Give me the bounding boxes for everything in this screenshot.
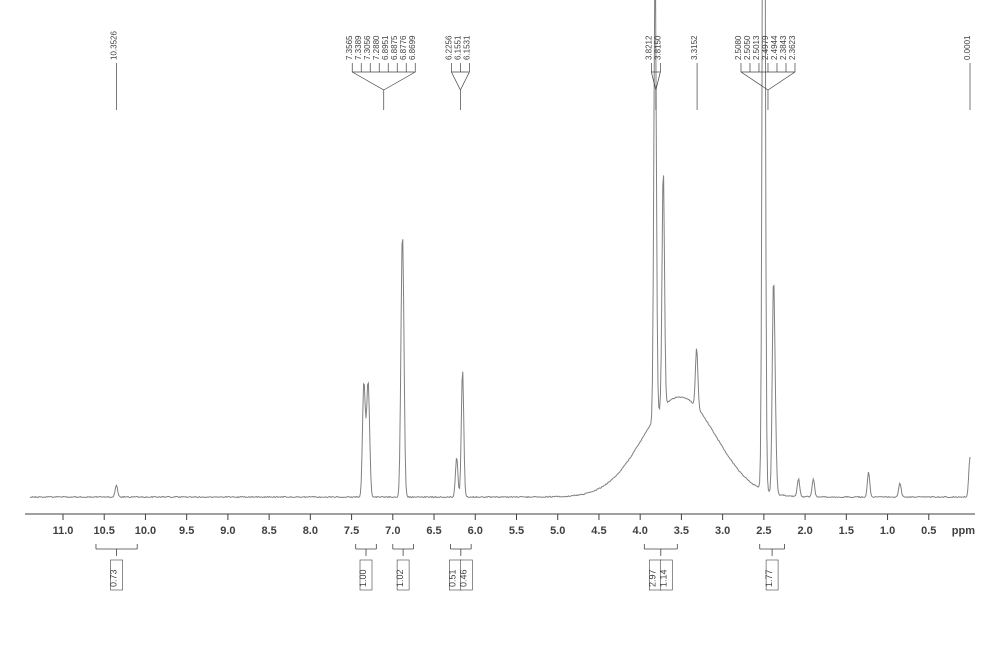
peak-label: 3.8150 [653,35,662,60]
peak-label: 0.0001 [963,35,972,60]
peak-label: 2.5013 [752,35,761,60]
peak-label: 6.1531 [462,35,471,60]
peak-label: 6.8699 [408,35,417,60]
spectrum-svg: 11.0 10.5 10.0 9.5 9.0 8.5 8.0 7.5 7.0 6.5 6.0 5.5 5… [0,0,1000,645]
axis-tick-label: 3.0 [715,525,730,537]
axis-tick-label: 8.0 [303,525,318,537]
axis-tick-label: 1.0 [880,525,895,537]
peak-label: 6.2256 [444,35,453,60]
peak-label: 6.1551 [453,35,462,60]
axis-tick-label: 9.5 [179,525,194,537]
peak-label: 7.2880 [372,35,381,60]
axis-tick-label: 6.0 [468,525,483,537]
peak-label: 7.3056 [363,35,372,60]
axis-tick-label: 10.5 [93,525,114,537]
peak-label: 2.3843 [779,35,788,60]
peak-label: 6.8776 [399,35,408,60]
spectrum-trace [30,0,970,498]
axis-tick-label: 6.5 [426,525,441,537]
axis-tick-label: 2.0 [797,525,812,537]
axis-tick-label: 3.5 [674,525,689,537]
axis-tick-label: 5.5 [509,525,524,537]
axis-tick-label: 4.0 [633,525,648,537]
axis-tick-label: 7.5 [344,525,359,537]
axis-tick-label: 7.0 [385,525,400,537]
axis-tick-label: 8.5 [261,525,276,537]
integral-label: 1.02 [395,569,405,587]
integral-label: 2.97 [647,569,657,587]
axis-tick-label: 2.5 [756,525,771,537]
axis-tick-label: 0.5 [921,525,936,537]
peak-label: 7.3565 [345,35,354,60]
nmr-spectrum-chart: 11.0 10.5 10.0 9.5 9.0 8.5 8.0 7.5 7.0 6.5 6.0 5.5 5… [0,0,1000,645]
integral-label: 0.73 [109,569,119,587]
peak-label: 2.3623 [788,35,797,60]
axis-tick-label: 9.0 [220,525,235,537]
peak-label: 2.4944 [770,35,779,60]
axis-tick-label: 10.0 [135,525,156,537]
peak-label: 6.8875 [390,35,399,60]
peak-label: 3.3152 [690,35,699,60]
axis-tick-label: 5.0 [550,525,565,537]
integral-label: 1.77 [764,569,774,587]
axis-label: ppm [952,525,975,537]
integral-label: 0.46 [458,569,468,587]
integral-label: 1.00 [358,569,368,587]
peak-label: 2.5050 [743,35,752,60]
peak-label: 3.8212 [644,35,653,60]
integral-label: 0.51 [447,569,457,587]
peak-label: 6.8951 [381,35,390,60]
peak-label: 2.4979 [761,35,770,60]
axis-tick-label: 11.0 [53,525,74,537]
axis-tick-label: 4.5 [591,525,606,537]
peak-label: 7.3389 [354,35,363,60]
peak-label: 2.5080 [734,35,743,60]
peak-label: 10.3526 [110,31,119,60]
integral-label: 1.14 [658,569,668,587]
axis-tick-label: 1.5 [839,525,854,537]
